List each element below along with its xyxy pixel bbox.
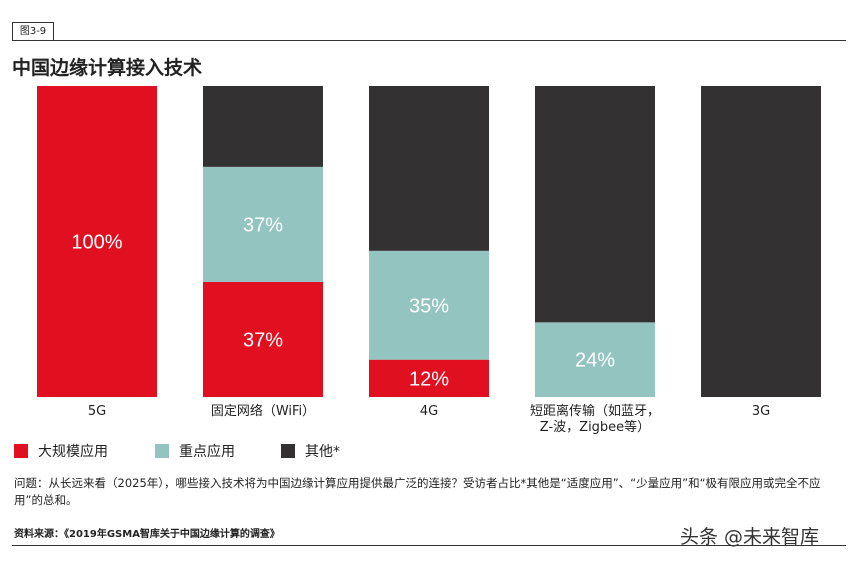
legend-item: 其他* bbox=[281, 441, 340, 461]
bar-segment bbox=[203, 281, 323, 397]
value-label: 35% bbox=[409, 295, 449, 317]
value-label: 37% bbox=[243, 329, 283, 351]
top-rule bbox=[12, 40, 846, 41]
legend-label: 重点应用 bbox=[179, 444, 235, 460]
x-tick-label: 5G bbox=[87, 404, 107, 419]
bar-segment bbox=[203, 86, 323, 167]
chart-title: 中国边缘计算接入技术 bbox=[12, 57, 203, 79]
x-tick-label: 固定网络（WiFi） bbox=[210, 404, 316, 419]
figure-label: 图3-9 bbox=[12, 22, 54, 40]
x-tick-label: 3G bbox=[751, 404, 771, 419]
value-label: 24% bbox=[575, 350, 615, 372]
legend-label: 大规模应用 bbox=[38, 444, 108, 460]
legend-item: 重点应用 bbox=[155, 441, 235, 461]
x-tick-label: 4G bbox=[419, 404, 439, 419]
legend-swatch bbox=[14, 444, 28, 458]
x-tick-label: 短距离传输（如蓝牙， Z-波，Zigbee等） bbox=[529, 404, 660, 435]
value-label: 100% bbox=[71, 232, 122, 254]
value-label: 12% bbox=[409, 368, 449, 390]
legend-label: 其他* bbox=[305, 444, 340, 460]
bar-segment bbox=[701, 86, 821, 397]
legend-swatch bbox=[155, 444, 169, 458]
legend-swatch bbox=[281, 444, 295, 458]
bar-segment bbox=[203, 166, 323, 282]
source: 资料来源：《2019年GSMA智库关于中国边缘计算的调查》 bbox=[14, 529, 280, 540]
watermark: 头条 @未来智库 bbox=[680, 526, 820, 548]
bar-segment bbox=[535, 86, 655, 323]
bar-segment bbox=[369, 359, 489, 397]
bar-segment bbox=[535, 322, 655, 397]
value-label: 37% bbox=[243, 214, 283, 236]
bar-segment bbox=[369, 86, 489, 251]
bar-segment bbox=[37, 86, 157, 397]
note: 问题：从长远来看（2025年），哪些接入技术将为中国边缘计算应用提供最广泛的连接… bbox=[14, 476, 821, 507]
bottom-rule bbox=[12, 545, 846, 546]
bar-segment bbox=[369, 250, 489, 360]
legend-item: 大规模应用 bbox=[14, 441, 108, 461]
